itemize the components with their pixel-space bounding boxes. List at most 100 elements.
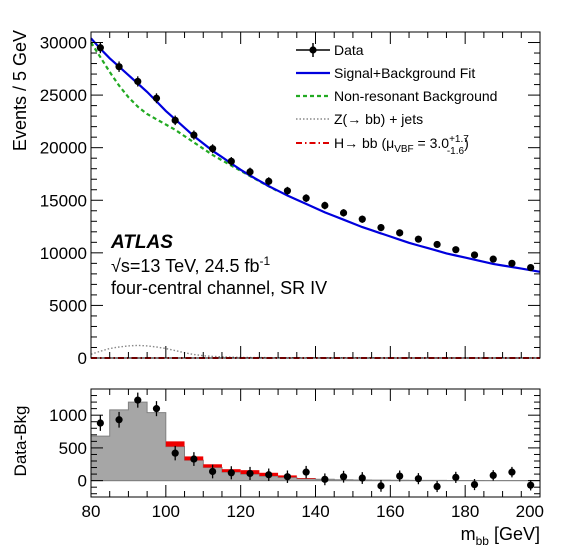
ratio-higgs-bar xyxy=(165,441,185,447)
ratio-data-point xyxy=(358,474,366,482)
main-y-tick-label: 20000 xyxy=(40,139,87,158)
ratio-data-point xyxy=(134,396,142,404)
ratio-histograms xyxy=(90,401,540,482)
ratio-data-point xyxy=(171,449,179,457)
ratio-zjets-histogram xyxy=(90,401,540,482)
main-data-point xyxy=(96,44,104,52)
main-data-point xyxy=(190,131,198,139)
ratio-data-point xyxy=(489,471,497,479)
main-data-point xyxy=(377,224,385,232)
ratio-data-point xyxy=(377,482,385,490)
atlas-label: ATLAS xyxy=(110,232,173,253)
main-y-tick-label: 25000 xyxy=(40,86,87,105)
ratio-data-point xyxy=(283,473,292,481)
ratio-data-point xyxy=(152,405,161,413)
ratio-data-point xyxy=(246,469,254,478)
ratio-data-point xyxy=(115,416,123,424)
ratio-data-point xyxy=(265,471,273,479)
ratio-data-points xyxy=(96,392,535,493)
main-data-point xyxy=(171,116,179,124)
ratio-data-point xyxy=(302,468,310,476)
main-data-point xyxy=(339,209,348,217)
ratio-y-tick-label: 500 xyxy=(59,439,87,458)
legend-entry-higgs: H→ bb (μVBF = 3.0+1.7 -1.6) xyxy=(296,134,469,157)
ratio-x-tick-label: 80 xyxy=(82,502,101,521)
main-panel: 0 5000 10000 15000 20000 25000 30000 Events / … xyxy=(10,30,541,368)
main-x-ticks xyxy=(90,32,541,358)
legend-entry-zjets: Z(→ bb) + jets xyxy=(296,111,423,127)
main-data-point xyxy=(246,168,254,176)
ratio-data-point xyxy=(527,481,535,489)
main-data-point xyxy=(283,187,292,195)
ratio-data-point xyxy=(227,469,235,477)
ratio-x-axis: 80 100 120 140 160 180 200 xyxy=(82,389,544,521)
channel-label: four-central channel, SR IV xyxy=(111,278,327,298)
ratio-data-point xyxy=(396,472,404,480)
main-data-point xyxy=(508,259,516,267)
legend-entry-fit: Signal+Background Fit xyxy=(296,65,475,81)
main-data-point xyxy=(433,240,441,249)
main-y-axis-label: Events / 5 GeV xyxy=(10,30,30,151)
legend-higgs-sub2: -1.6 xyxy=(447,146,465,157)
legend-entry-nonres: Non-resonant Background xyxy=(296,88,497,104)
main-data-point xyxy=(358,215,366,223)
main-data-point xyxy=(321,201,329,210)
ratio-x-tick-label: 160 xyxy=(376,502,404,521)
ratio-y-axis: 0 500 1000 xyxy=(49,395,540,495)
ratio-x-tick-label: 140 xyxy=(301,502,329,521)
legend-label-zjets: Z(→ bb) + jets xyxy=(334,111,423,127)
ratio-x-tick-label: 100 xyxy=(152,502,180,521)
main-data-point xyxy=(527,263,535,272)
curve-signal-background-fit xyxy=(90,37,541,273)
main-data-point xyxy=(265,177,273,185)
legend-higgs-sup: +1.7 xyxy=(449,134,469,145)
ratio-y-axis-label: Data-Bkg xyxy=(11,406,30,477)
energy-lumi-main: √s=13 TeV, 24.5 fb xyxy=(111,256,260,276)
main-data-point xyxy=(209,145,217,153)
ratio-data-point xyxy=(190,455,198,463)
main-data-point xyxy=(452,246,460,254)
main-y-axis: 0 5000 10000 15000 20000 25000 30000 xyxy=(40,34,540,368)
x-axis-label-sub: bb xyxy=(476,534,490,548)
x-axis-label-unit: [GeV] xyxy=(489,524,540,544)
ratio-data-point xyxy=(209,467,217,476)
legend-higgs-sub: VBF xyxy=(394,144,413,155)
ratio-data-point xyxy=(508,468,516,476)
legend-entry-data: Data xyxy=(296,42,364,58)
ratio-panel: 0 500 1000 80 100 120 140 160 180 200 Data-Bkg m… xyxy=(11,388,544,548)
main-y-tick-label: 10000 xyxy=(40,244,87,263)
legend: Data Signal+Background Fit Non-resonant … xyxy=(296,42,497,157)
ratio-data-point xyxy=(96,419,104,427)
legend-label-fit: Signal+Background Fit xyxy=(334,65,475,81)
main-y-tick-label: 0 xyxy=(78,349,87,368)
main-data-point xyxy=(152,94,161,102)
legend-higgs-main: H→ bb (μ xyxy=(334,135,394,151)
main-y-tick-label: 5000 xyxy=(49,296,87,315)
energy-lumi-label: √s=13 TeV, 24.5 fb-1 xyxy=(111,254,270,276)
ratio-x-tick-label: 120 xyxy=(226,502,254,521)
energy-lumi-sup: -1 xyxy=(260,254,271,268)
ratio-data-point xyxy=(339,473,348,481)
ratio-x-tick-label: 180 xyxy=(451,502,479,521)
main-data-point xyxy=(414,235,422,243)
main-data-point xyxy=(134,77,142,86)
legend-higgs-close: ) xyxy=(464,135,469,151)
main-y-tick-label: 15000 xyxy=(40,191,87,210)
main-y-tick-label: 30000 xyxy=(40,34,87,53)
main-data-point xyxy=(396,229,404,237)
x-axis-label-main: m xyxy=(461,524,476,544)
ratio-data-point xyxy=(321,475,329,483)
main-curves xyxy=(90,37,541,359)
main-data-point xyxy=(227,157,235,165)
legend-label-nonres: Non-resonant Background xyxy=(334,88,497,104)
main-data-point xyxy=(302,194,310,202)
ratio-data-point xyxy=(452,473,460,481)
main-data-points xyxy=(96,42,535,272)
ratio-data-point xyxy=(414,475,422,483)
ratio-y-tick-label: 1000 xyxy=(49,406,87,425)
ratio-data-point xyxy=(470,480,479,489)
legend-label-higgs: H→ bb (μVBF = 3.0+1.7 -1.6) xyxy=(334,134,469,157)
legend-higgs-eq: = 3.0 xyxy=(414,135,450,151)
ratio-y-tick-label: 0 xyxy=(78,472,87,491)
